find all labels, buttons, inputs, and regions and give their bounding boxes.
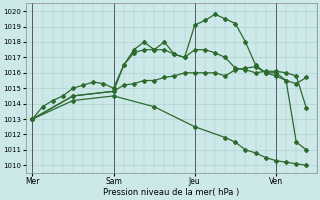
X-axis label: Pression niveau de la mer( hPa ): Pression niveau de la mer( hPa ) xyxy=(103,188,239,197)
